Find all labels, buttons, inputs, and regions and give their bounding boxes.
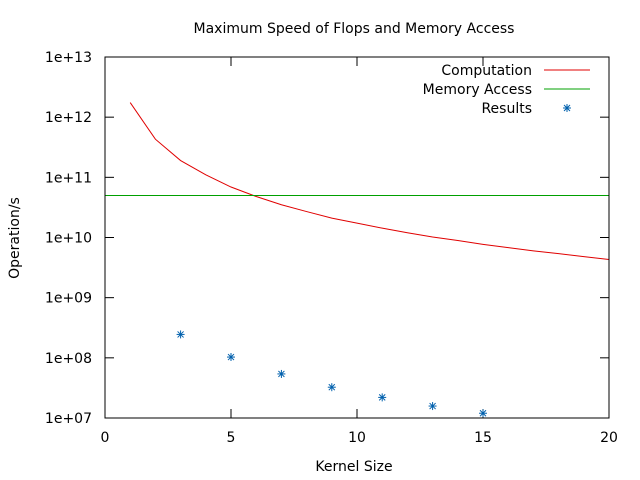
- y-tick-label: 1e+13: [45, 50, 92, 66]
- legend-label-results: Results: [481, 101, 532, 117]
- marker-stroke: [378, 394, 386, 401]
- marker-stroke: [563, 104, 571, 112]
- y-tick-label: 1e+09: [45, 291, 92, 307]
- x-tick-label: 5: [227, 430, 236, 446]
- x-axis-label: Kernel Size: [315, 459, 392, 475]
- results-point: [378, 393, 387, 402]
- results-point: [277, 369, 286, 378]
- results-point: [227, 353, 235, 362]
- legend-label-memory-access: Memory Access: [423, 82, 532, 98]
- marker-stroke: [227, 353, 235, 361]
- plot-series: [105, 102, 610, 418]
- results-point: [428, 402, 437, 411]
- marker-stroke: [429, 402, 436, 410]
- results-point: [327, 383, 336, 392]
- legend-label-computation: Computation: [441, 63, 532, 79]
- axis-ticks: 0 5 10 15 20 1e+07 1e+08 1e+09 1e+10 1e+11 1e+12 1e…: [45, 50, 618, 446]
- y-tick-label: 1e+12: [45, 110, 92, 126]
- x-tick-label: 15: [474, 430, 492, 446]
- marker-stroke: [278, 370, 285, 378]
- y-tick-label: 1e+07: [45, 411, 92, 427]
- marker-stroke: [177, 331, 184, 338]
- computation-line: [129, 102, 610, 261]
- y-axis-label: Operation/s: [7, 197, 23, 279]
- marker-stroke: [479, 409, 487, 417]
- results-point: [176, 330, 185, 339]
- y-tick-label: 1e+08: [45, 351, 92, 367]
- results-point: [479, 409, 487, 418]
- y-tick-label: 1e+10: [45, 231, 92, 247]
- plot-frame: [104, 56, 610, 419]
- chart-title: Maximum Speed of Flops and Memory Access: [194, 21, 515, 37]
- x-tick-label: 10: [348, 430, 366, 446]
- y-tick-label: 1e+11: [45, 170, 92, 186]
- x-tick-label: 20: [600, 430, 618, 446]
- legend: Computation Memory Access Results: [423, 63, 590, 117]
- x-tick-label: 0: [101, 430, 110, 446]
- marker-stroke: [328, 383, 336, 391]
- legend-swatch-results: [563, 104, 571, 112]
